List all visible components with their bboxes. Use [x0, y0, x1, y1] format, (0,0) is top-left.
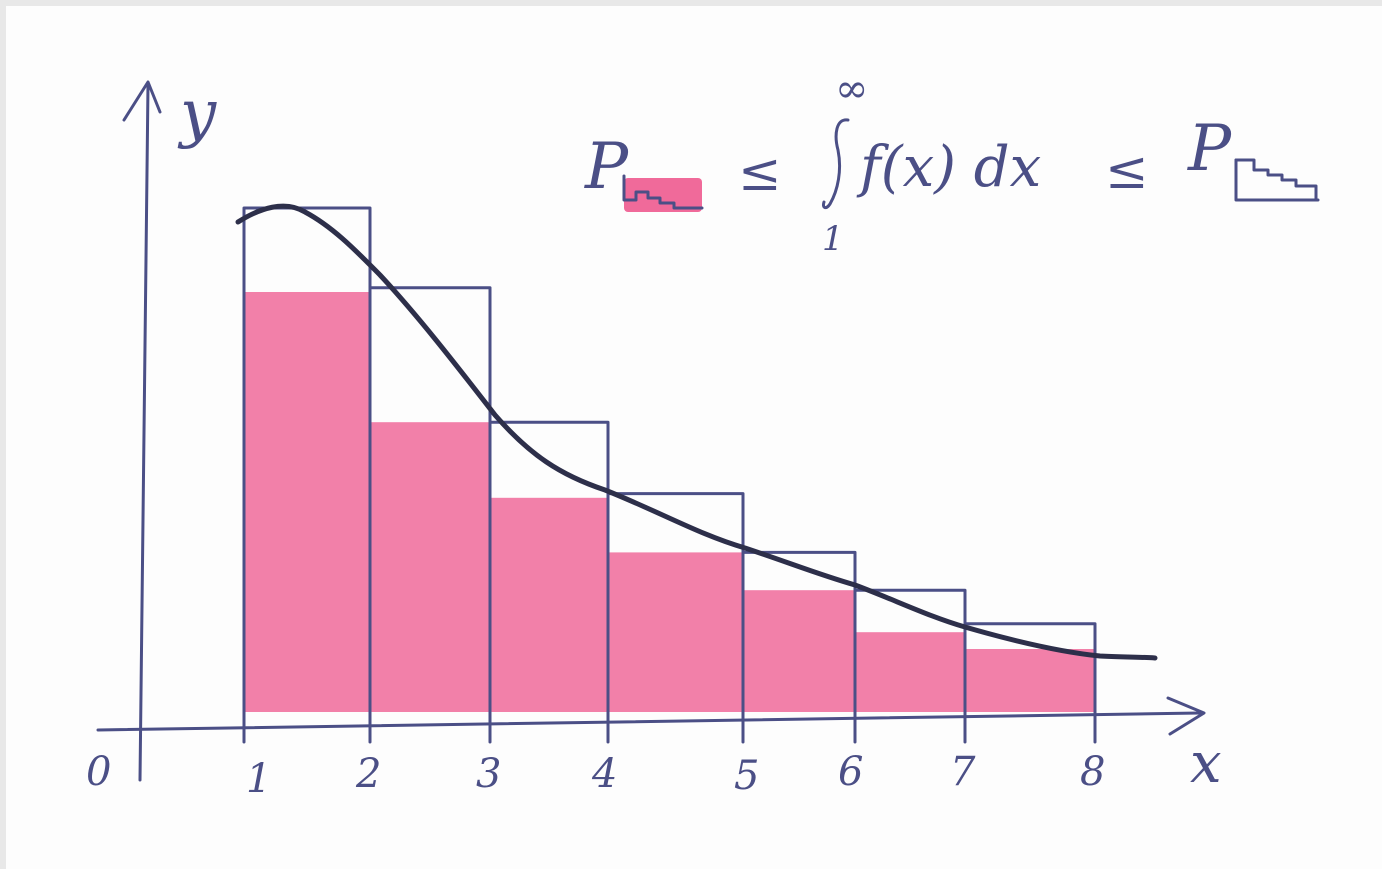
integral-sign [822, 118, 850, 210]
x-tick-marks [242, 698, 1097, 744]
origin-label: 0 [86, 749, 111, 795]
lower-rectangle-7 [965, 649, 1095, 712]
tick-label-2: 2 [355, 751, 381, 797]
upper-rectangle-7 [963, 622, 1097, 714]
tick-label-3: 3 [476, 751, 501, 797]
function-curve [235, 203, 1158, 661]
inequality-formula: P ≤ ∞ 1 f(x) dx ≤ P [584, 66, 1320, 259]
y-axis [138, 83, 150, 782]
x-axis-label: x [1190, 731, 1222, 796]
x-axis [96, 711, 1202, 732]
lower-rectangle-4 [608, 552, 743, 712]
lower-staircase-symbol [622, 174, 704, 212]
formula-leq-2: ≤ [1105, 141, 1149, 201]
tick-label-7: 7 [950, 749, 976, 795]
y-axis-label: y [177, 77, 217, 151]
integral-lower-limit: 1 [822, 219, 844, 259]
integrand: f(x) dx [856, 135, 1041, 200]
y-axis-arrowhead [122, 80, 162, 122]
tick-label-5: 5 [734, 753, 759, 799]
formula-right-p: P [1187, 112, 1232, 186]
lower-rectangles [244, 292, 1095, 712]
tick-label-8: 8 [1080, 749, 1105, 795]
lower-rectangle-3 [490, 497, 608, 712]
lower-rectangle-1 [244, 292, 370, 712]
integral-upper-limit: ∞ [835, 66, 868, 112]
lower-rectangle-6 [855, 632, 965, 712]
formula-left-p: P [584, 130, 629, 204]
paper-sheet [6, 6, 1382, 869]
upper-staircase-symbol [1234, 158, 1320, 202]
tick-label-6: 6 [838, 749, 863, 795]
tick-label-1: 1 [246, 756, 271, 802]
lower-rectangle-2 [370, 422, 490, 712]
lower-rectangle-5 [743, 590, 855, 712]
upper-rectangles [242, 206, 1097, 714]
formula-leq-1: ≤ [738, 143, 782, 203]
x-axis-arrowhead [1166, 696, 1206, 736]
tick-label-4: 4 [591, 751, 617, 797]
